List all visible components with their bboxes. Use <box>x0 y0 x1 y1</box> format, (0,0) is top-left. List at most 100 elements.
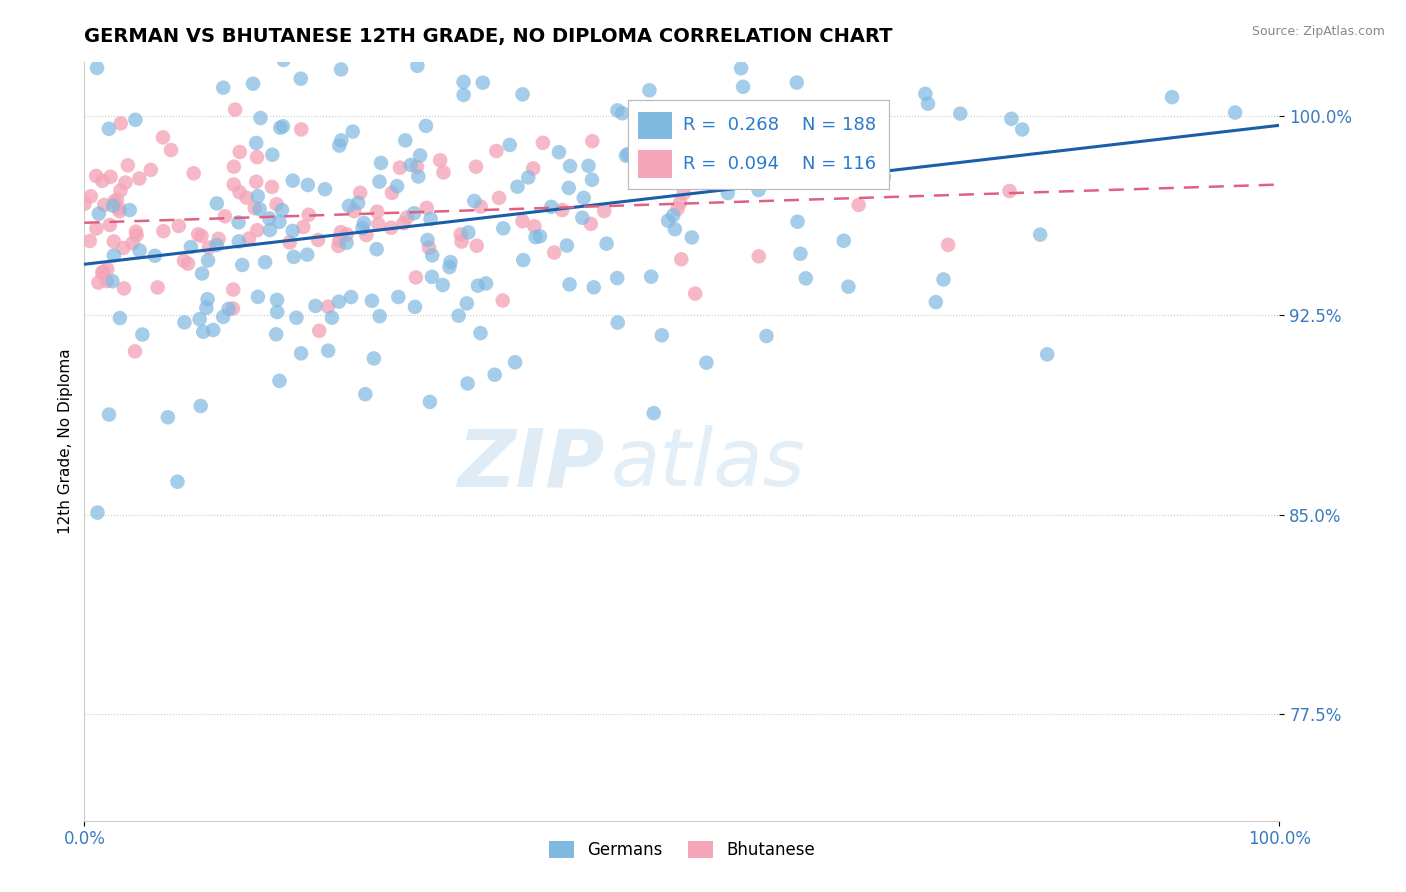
Point <box>387 290 409 304</box>
Point <box>470 200 492 214</box>
Point <box>238 232 260 246</box>
Point <box>269 374 291 388</box>
Point <box>652 137 675 152</box>
Point <box>198 241 221 255</box>
Point <box>671 252 693 267</box>
Point <box>160 143 183 157</box>
Point <box>224 103 246 117</box>
Point <box>447 309 470 323</box>
Point <box>222 178 245 192</box>
Point <box>264 327 287 342</box>
Point <box>657 213 679 227</box>
Point <box>108 202 131 216</box>
Point <box>627 151 650 165</box>
Point <box>156 410 179 425</box>
Point <box>453 87 475 102</box>
Point <box>832 142 855 156</box>
Point <box>512 214 534 228</box>
Point <box>187 227 209 242</box>
Point <box>512 38 534 53</box>
Point <box>262 147 284 161</box>
Point <box>143 249 166 263</box>
Point <box>337 199 360 213</box>
Point <box>278 235 301 250</box>
Point <box>488 191 510 205</box>
Point <box>228 235 250 249</box>
Point <box>212 310 235 324</box>
Point <box>717 30 740 45</box>
Point <box>366 204 388 219</box>
Point <box>146 280 169 294</box>
Point <box>335 235 357 250</box>
Point <box>748 249 770 263</box>
Text: R =  0.094    N = 116: R = 0.094 N = 116 <box>683 154 876 172</box>
Point <box>832 234 855 248</box>
Point <box>640 269 662 284</box>
Point <box>789 246 811 260</box>
Point <box>228 145 250 159</box>
Point <box>419 394 441 409</box>
Point <box>292 219 315 234</box>
Point <box>499 138 522 153</box>
Point <box>484 368 506 382</box>
Point <box>506 179 529 194</box>
Point <box>463 194 485 208</box>
Point <box>91 265 114 279</box>
Point <box>218 301 240 316</box>
Point <box>266 197 288 211</box>
Point <box>110 184 132 198</box>
Point <box>100 169 122 184</box>
Point <box>453 75 475 89</box>
Point <box>485 144 508 158</box>
Point <box>606 103 628 118</box>
Point <box>260 180 283 194</box>
Point <box>872 161 894 176</box>
Point <box>914 38 936 53</box>
Point <box>86 506 108 520</box>
Point <box>298 208 321 222</box>
Point <box>612 106 634 120</box>
Point <box>517 170 540 185</box>
Point <box>328 294 350 309</box>
Point <box>579 217 602 231</box>
Point <box>1011 122 1033 136</box>
Point <box>408 169 430 184</box>
Point <box>221 44 243 58</box>
Point <box>582 280 605 294</box>
Point <box>245 136 267 150</box>
Point <box>190 229 212 244</box>
Point <box>380 220 402 235</box>
Point <box>581 134 603 148</box>
Point <box>936 238 959 252</box>
Point <box>540 200 562 214</box>
Point <box>492 221 515 235</box>
Point <box>432 165 454 179</box>
Point <box>914 87 936 101</box>
Point <box>917 96 939 111</box>
Point <box>228 215 250 229</box>
Point <box>97 121 120 136</box>
Point <box>581 173 603 187</box>
Point <box>202 323 225 337</box>
Point <box>281 224 304 238</box>
Point <box>246 290 269 304</box>
Point <box>925 295 948 310</box>
Point <box>84 169 107 183</box>
Point <box>457 376 479 391</box>
Point <box>222 301 245 316</box>
Point <box>214 209 236 223</box>
Point <box>512 87 534 102</box>
Point <box>503 355 526 369</box>
Point <box>266 293 288 307</box>
Point <box>195 301 218 315</box>
Text: GERMAN VS BHUTANESE 12TH GRADE, NO DIPLOMA CORRELATION CHART: GERMAN VS BHUTANESE 12TH GRADE, NO DIPLO… <box>84 27 893 45</box>
Point <box>1223 105 1246 120</box>
Point <box>222 283 245 297</box>
Point <box>316 343 339 358</box>
Point <box>512 253 534 268</box>
Point <box>86 221 108 235</box>
Point <box>456 296 478 310</box>
Point <box>617 147 640 161</box>
Point <box>406 59 429 73</box>
Point <box>675 24 697 38</box>
